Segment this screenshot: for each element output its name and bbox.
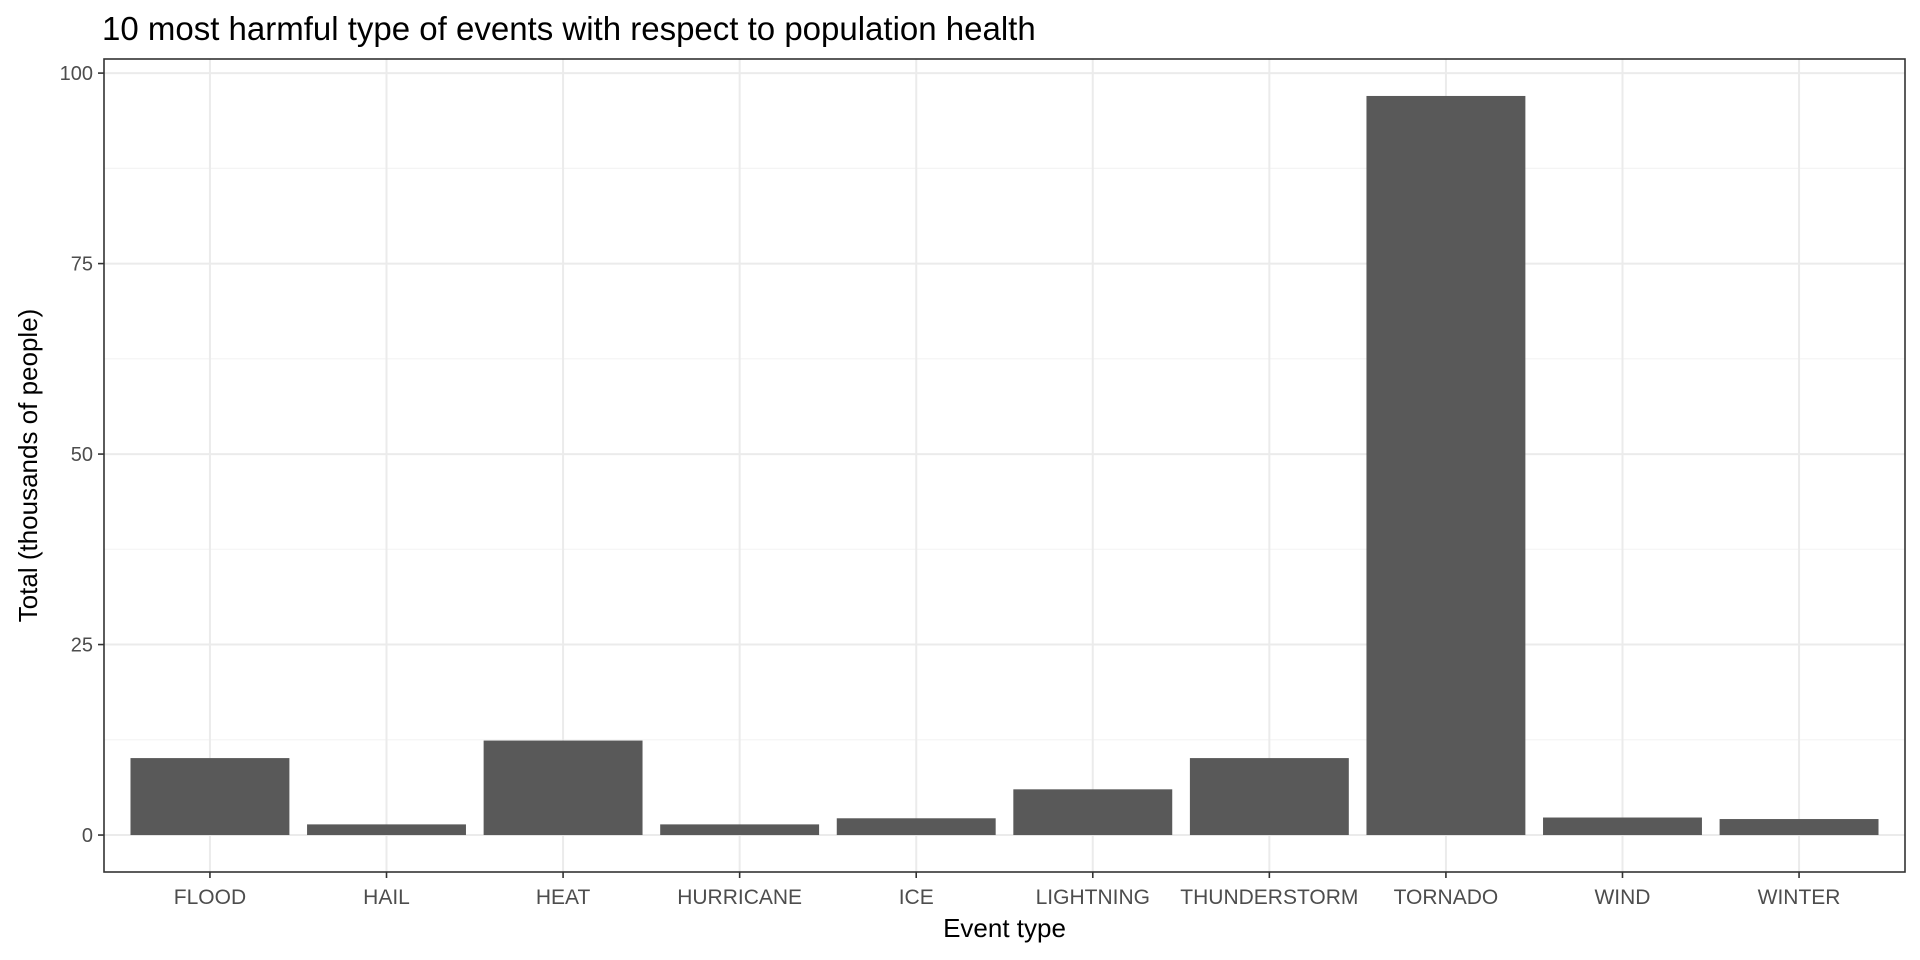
x-tick-label: HEAT [536, 886, 591, 909]
y-tick-label: 100 [60, 63, 93, 85]
bar-lightning [1013, 789, 1173, 836]
y-axis-title: Total (thousands of people) [13, 309, 43, 623]
bar-flood [130, 758, 290, 836]
major-gridlines [104, 59, 1905, 872]
x-tick-label: HURRICANE [677, 886, 802, 909]
bar-heat [483, 740, 643, 836]
y-tick-label: 25 [71, 635, 93, 657]
bar-hail [307, 824, 466, 836]
bar-winter [1719, 819, 1879, 836]
x-tick-label: WIND [1594, 886, 1650, 909]
bar-ice [836, 818, 996, 836]
y-tick-label: 75 [71, 254, 93, 276]
bar-wind [1543, 817, 1702, 836]
x-tick-label: THUNDERSTORM [1180, 886, 1358, 909]
y-tick-label: 50 [71, 444, 93, 466]
x-axis-title: Event type [943, 913, 1066, 943]
x-axis: FLOOD HAIL HEAT HURRICANE ICE LIGHTNING THUNDE… [174, 872, 1841, 909]
x-tick-label: WINTER [1758, 886, 1841, 909]
bar-tornado [1366, 95, 1526, 836]
x-tick-label: HAIL [363, 886, 410, 909]
bar-thunderstorm [1189, 758, 1349, 836]
x-tick-label: TORNADO [1394, 886, 1499, 909]
y-axis: 0 25 50 75 100 [60, 63, 104, 847]
minor-gridlines [104, 167, 1905, 741]
bar-hurricane [660, 824, 820, 836]
bars [130, 95, 1879, 836]
x-tick-label: ICE [899, 886, 934, 909]
chart-title: 10 most harmful type of events with resp… [102, 10, 1036, 47]
x-tick-label: FLOOD [174, 886, 246, 909]
y-tick-label: 0 [82, 825, 93, 847]
panel-border [103, 58, 1906, 873]
x-tick-label: LIGHTNING [1036, 886, 1150, 909]
